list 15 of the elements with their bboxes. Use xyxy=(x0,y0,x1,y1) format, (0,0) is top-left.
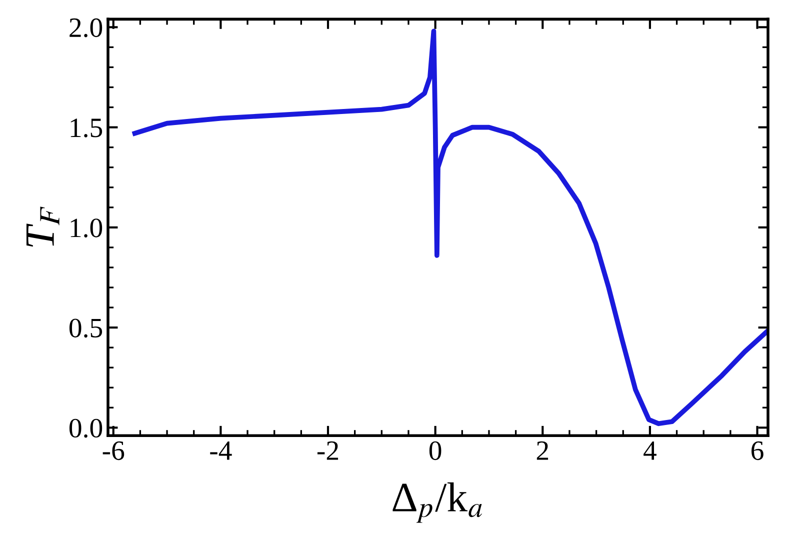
x-tick-label: -2 xyxy=(317,441,338,460)
y-axis-title: T$_{F}$ xyxy=(26,206,60,247)
y-tick-label: 0.5 xyxy=(69,318,102,338)
y-tick-label: 0.0 xyxy=(69,418,102,438)
y-tick-label: 1.5 xyxy=(70,118,102,138)
line-series xyxy=(132,28,768,426)
x-tick-label: 6 xyxy=(752,441,764,460)
x-axis-title: Δ$_{p}$/k$_{a}$ xyxy=(392,482,482,523)
y-tick-label: 2.0 xyxy=(70,18,102,38)
x-tick-label: 4 xyxy=(644,442,656,460)
x-tick-label: -6 xyxy=(102,441,124,460)
y-tick-label: 1.0 xyxy=(70,218,102,238)
x-tick-label: 2 xyxy=(536,441,548,460)
x-tick-label: 0 xyxy=(429,441,442,460)
x-tick-label: -4 xyxy=(210,442,232,460)
